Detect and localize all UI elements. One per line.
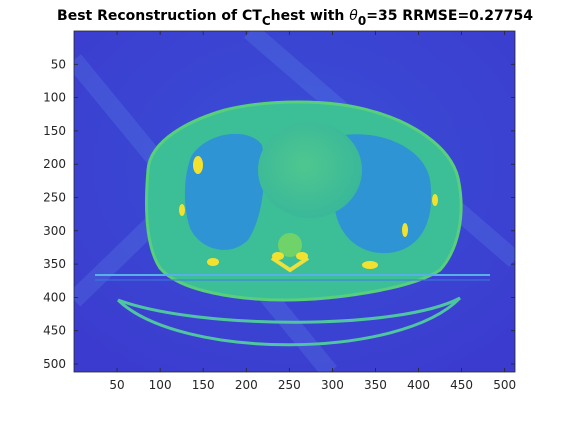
x-tick-label: 150 (192, 378, 215, 392)
y-tick-label: 300 (43, 224, 66, 238)
y-tick-label: 450 (43, 324, 66, 338)
title-sub1: C (262, 14, 271, 28)
y-tick-label: 100 (43, 91, 66, 105)
spine (278, 233, 302, 257)
title-part1: Best Reconstruction of CT (57, 8, 262, 24)
x-tick-label: 200 (235, 378, 258, 392)
y-tick-label: 200 (43, 157, 66, 171)
x-tick-label: 350 (364, 378, 387, 392)
reconstruction-image (74, 31, 515, 372)
table-arc-lower (116, 296, 462, 347)
x-tick-label: 50 (109, 378, 124, 392)
title-theta: θ (349, 8, 358, 24)
left-lung (184, 133, 265, 250)
y-tick-label: 400 (43, 290, 66, 304)
title-sub2: 0 (358, 14, 366, 28)
y-tick-label: 50 (51, 57, 66, 71)
x-tick-label: 300 (321, 378, 344, 392)
x-axis: 50 100 150 200 250 300 350 400 450 500 (109, 31, 516, 392)
x-tick-label: 450 (450, 378, 473, 392)
heart (258, 122, 362, 218)
y-axis: 50 100 150 200 250 300 350 400 450 500 (43, 57, 515, 371)
x-tick-label: 500 (493, 378, 516, 392)
y-tick-label: 250 (43, 191, 66, 205)
title-part2: hest with (271, 8, 350, 24)
title-part3: =35 RRMSE=0.27754 (366, 8, 533, 24)
table-arc-upper (117, 296, 461, 324)
y-tick-label: 500 (43, 357, 66, 371)
plot-title: Best Reconstruction of CTChest with θ0=3… (57, 8, 533, 28)
plot-frame (73, 30, 516, 373)
y-tick-label: 150 (43, 124, 66, 138)
x-tick-label: 100 (149, 378, 172, 392)
bone-highlights (179, 156, 438, 269)
x-tick-label: 400 (407, 378, 430, 392)
y-tick-label: 350 (43, 257, 66, 271)
x-tick-label: 250 (278, 378, 301, 392)
